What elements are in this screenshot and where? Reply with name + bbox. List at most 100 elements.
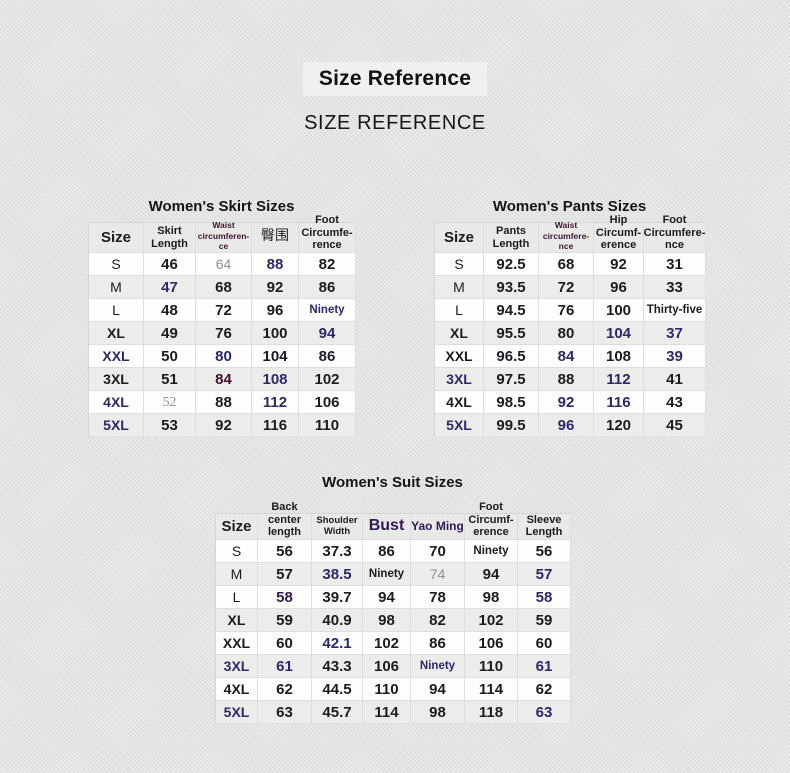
size-value-cell: 108 — [252, 368, 299, 391]
page-title: Size Reference — [0, 62, 790, 96]
size-value-cell: 78 — [411, 586, 465, 609]
row-size-label: 3XL — [216, 655, 258, 678]
size-value-cell: 98 — [363, 609, 411, 632]
row-size-label: 5XL — [216, 701, 258, 724]
size-value-cell: Ninety — [465, 540, 518, 563]
row-size-label: M — [89, 276, 144, 299]
row-size-label: 5XL — [89, 414, 144, 437]
column-header-0: Size — [435, 223, 484, 253]
size-value-cell: 86 — [411, 632, 465, 655]
size-value-cell: 94.5 — [484, 299, 539, 322]
size-value-cell: 57 — [518, 563, 571, 586]
row-size-label: 4XL — [216, 678, 258, 701]
size-value-cell: 84 — [539, 345, 594, 368]
size-value-cell: 120 — [594, 414, 644, 437]
pants-sizes-section: Women's Pants Sizes Size Pants Length Wais… — [434, 198, 706, 437]
size-value-cell: 84 — [196, 368, 252, 391]
size-value-cell: 40.9 — [312, 609, 363, 632]
size-value-cell: Ninety — [411, 655, 465, 678]
size-value-cell: 88 — [252, 253, 299, 276]
size-value-cell: 92 — [594, 253, 644, 276]
size-value-cell: 114 — [363, 701, 411, 724]
suit-sizes-section: Women's Suit Sizes Size Back center lengt… — [215, 474, 571, 724]
size-value-cell: 41 — [644, 368, 706, 391]
size-value-cell: 86 — [299, 345, 356, 368]
size-value-cell: Thirty-five — [644, 299, 706, 322]
size-value-cell: Ninety — [299, 299, 356, 322]
size-value-cell: 52 — [144, 391, 196, 414]
row-size-label: S — [435, 253, 484, 276]
column-header-4: Yao Ming — [411, 514, 465, 540]
size-value-cell: 98 — [411, 701, 465, 724]
column-header-3: Hip Circumf- erence — [594, 214, 644, 253]
size-value-cell: 76 — [196, 322, 252, 345]
size-value-cell: 114 — [465, 678, 518, 701]
skirt-sizes-table: Size Skirt Length Waist circumferen- ce 臀围 F… — [88, 214, 356, 437]
size-value-cell: 74 — [411, 563, 465, 586]
size-value-cell: 62 — [258, 678, 312, 701]
size-value-cell: 63 — [258, 701, 312, 724]
size-value-cell: 102 — [363, 632, 411, 655]
skirt-sizes-section: Women's Skirt Sizes Size Skirt Length Wais… — [88, 198, 356, 437]
size-value-cell: 57 — [258, 563, 312, 586]
column-header-label: Pants Length — [492, 224, 530, 250]
size-value-cell: 94 — [465, 563, 518, 586]
row-size-label: 3XL — [435, 368, 484, 391]
size-value-cell: 98.5 — [484, 391, 539, 414]
column-header-label: Shoulder Width — [316, 514, 358, 537]
size-value-cell: 72 — [539, 276, 594, 299]
size-value-cell: 31 — [644, 253, 706, 276]
column-header-3: 臀围 — [252, 223, 299, 253]
column-header-label: Back center length — [267, 501, 302, 539]
size-value-cell: 58 — [258, 586, 312, 609]
column-header-label: Yao Ming — [411, 518, 464, 533]
size-value-cell: 63 — [518, 701, 571, 724]
size-value-cell: 110 — [363, 678, 411, 701]
size-value-cell: 106 — [465, 632, 518, 655]
row-size-label: XXL — [435, 345, 484, 368]
row-size-label: 3XL — [89, 368, 144, 391]
column-header-4: Foot Circumfere- nce — [644, 214, 706, 253]
column-header-3: Bust — [363, 514, 411, 540]
page-title-text: Size Reference — [302, 62, 488, 96]
size-value-cell: 72 — [196, 299, 252, 322]
column-header-label: Foot Circumfere- nce — [643, 214, 706, 252]
size-value-cell: 53 — [144, 414, 196, 437]
size-value-cell: 43 — [644, 391, 706, 414]
size-value-cell: 42.1 — [312, 632, 363, 655]
size-value-cell: 102 — [299, 368, 356, 391]
size-value-cell: 96 — [594, 276, 644, 299]
size-value-cell: 96.5 — [484, 345, 539, 368]
size-value-cell: 106 — [363, 655, 411, 678]
column-header-2: Shoulder Width — [312, 514, 363, 540]
size-value-cell: 92 — [539, 391, 594, 414]
column-header-label: Sleeve Length — [525, 513, 563, 539]
size-value-cell: 102 — [465, 609, 518, 632]
column-header-6: Sleeve Length — [518, 514, 571, 540]
size-value-cell: 93.5 — [484, 276, 539, 299]
row-size-label: XXL — [216, 632, 258, 655]
row-size-label: S — [216, 540, 258, 563]
size-value-cell: 94 — [411, 678, 465, 701]
size-value-cell: 80 — [539, 322, 594, 345]
size-value-cell: 56 — [518, 540, 571, 563]
size-value-cell: 108 — [594, 345, 644, 368]
column-header-1: Pants Length — [484, 223, 539, 253]
size-value-cell: 116 — [594, 391, 644, 414]
size-value-cell: 82 — [411, 609, 465, 632]
suit-sizes-table: Size Back center length Shoulder Width Bust… — [215, 501, 571, 724]
size-value-cell: 112 — [252, 391, 299, 414]
size-value-cell: 68 — [539, 253, 594, 276]
column-header-label: Size — [443, 228, 474, 246]
size-value-cell: 88 — [196, 391, 252, 414]
size-value-cell: 62 — [518, 678, 571, 701]
size-value-cell: 92.5 — [484, 253, 539, 276]
column-header-label: 臀围 — [261, 229, 289, 245]
size-value-cell: 92 — [252, 276, 299, 299]
size-value-cell: 51 — [144, 368, 196, 391]
size-value-cell: 86 — [363, 540, 411, 563]
column-header-4: Foot Circumfe- rence — [299, 214, 356, 253]
size-value-cell: 61 — [518, 655, 571, 678]
pants-table-title: Women's Pants Sizes — [492, 198, 647, 215]
column-header-label: Waist circumfere- nce — [542, 220, 590, 252]
